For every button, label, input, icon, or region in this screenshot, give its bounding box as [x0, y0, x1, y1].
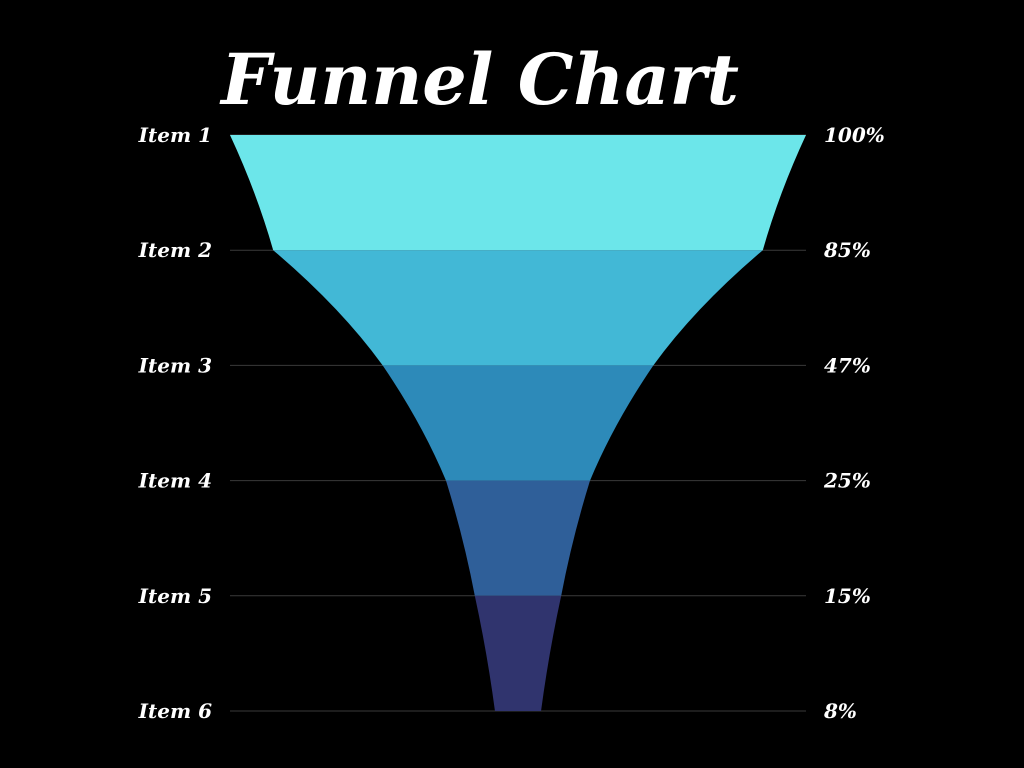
value-label: 15% [824, 584, 871, 608]
stage-label: Item 6 [138, 699, 212, 723]
funnel-segment-3 [382, 365, 654, 481]
funnel-segment-4 [446, 480, 590, 596]
funnel-segment-5 [474, 595, 562, 711]
value-label: 8% [823, 699, 857, 723]
funnel-segments [230, 135, 806, 711]
stage-label: Item 4 [138, 469, 212, 493]
value-label: 85% [823, 238, 871, 262]
stage-label: Item 3 [138, 353, 212, 377]
stage-labels: Item 1 Item 2 Item 3 Item 4 Item 5 Item 6 [138, 123, 212, 723]
funnel-segment-2 [273, 250, 763, 366]
stage-label: Item 1 [138, 123, 212, 147]
chart-title: Funnel Chart [219, 38, 739, 121]
value-label: 47% [824, 353, 871, 377]
value-label: 25% [823, 469, 871, 493]
value-labels: 100% 85% 47% 25% 15% 8% [823, 123, 885, 723]
stage-label: Item 5 [138, 584, 212, 608]
stage-label: Item 2 [138, 238, 212, 262]
value-label: 100% [824, 123, 885, 147]
funnel-segment-1 [230, 135, 806, 251]
